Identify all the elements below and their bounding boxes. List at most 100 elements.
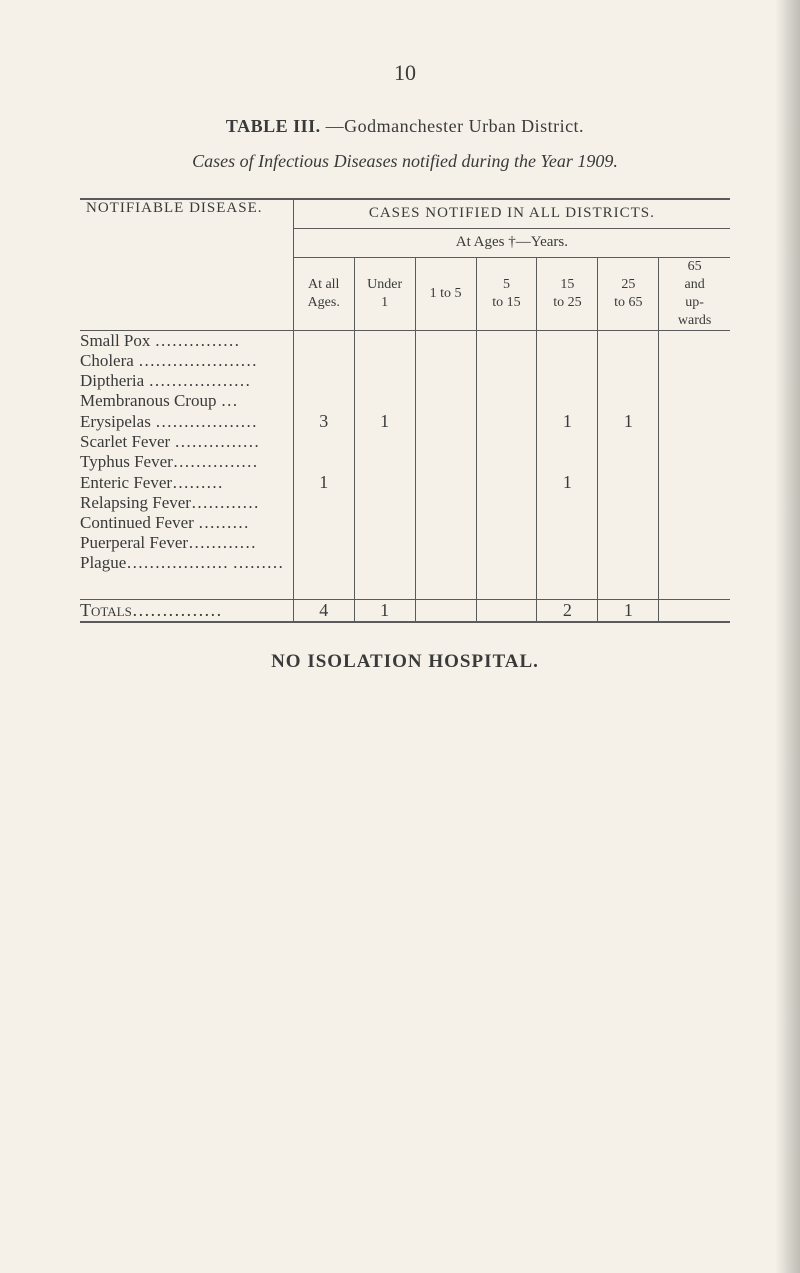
totals-cell: 1 [598, 600, 659, 623]
col-head-65-up: 65andup-wards [659, 257, 730, 331]
table-row: Plague……………… ……… [80, 553, 730, 600]
cell [537, 553, 598, 600]
cell [659, 452, 730, 472]
totals-cell: 4 [293, 600, 354, 623]
cell [415, 432, 476, 452]
cell [598, 452, 659, 472]
cell [415, 331, 476, 352]
cell [293, 371, 354, 391]
col-head-15-25: 15to 25 [537, 257, 598, 331]
cell [537, 493, 598, 513]
table-row: Typhus Fever…………… [80, 452, 730, 472]
cell [598, 371, 659, 391]
cell [659, 371, 730, 391]
table-row: Continued Fever ……… [80, 513, 730, 533]
cell [415, 351, 476, 371]
disease-name: Cholera ………………… [80, 351, 293, 371]
cell [537, 452, 598, 472]
table-row: Small Pox …………… [80, 331, 730, 352]
cell [293, 391, 354, 411]
cell: 1 [537, 411, 598, 432]
main-table: NOTIFIABLE DISEASE. CASES NOTIFIED IN AL… [80, 198, 730, 623]
cell: 1 [598, 411, 659, 432]
table-row: Erysipelas ……………… 3 1 1 1 [80, 411, 730, 432]
cell [293, 513, 354, 533]
cell [476, 432, 537, 452]
cell [598, 533, 659, 553]
totals-cell: 2 [537, 600, 598, 623]
cell [354, 351, 415, 371]
disease-name: Enteric Fever……… [80, 472, 293, 493]
disease-name: Continued Fever ……… [80, 513, 293, 533]
disease-name: Membranous Croup … [80, 391, 293, 411]
cell [476, 391, 537, 411]
cell [476, 553, 537, 600]
totals-row: Totals…………… 4 1 2 1 [80, 600, 730, 623]
cell [659, 533, 730, 553]
cell [537, 533, 598, 553]
cell [659, 513, 730, 533]
cell [476, 533, 537, 553]
cell [476, 452, 537, 472]
cell: 1 [293, 472, 354, 493]
cell [415, 553, 476, 600]
cell [537, 432, 598, 452]
cell [598, 391, 659, 411]
cell [354, 513, 415, 533]
disease-name: Puerperal Fever………… [80, 533, 293, 553]
cell [598, 331, 659, 352]
cell [415, 533, 476, 553]
cell [537, 371, 598, 391]
table-title-prefix: TABLE III. [226, 116, 321, 136]
cell [415, 493, 476, 513]
col-head-1-5: 1 to 5 [415, 257, 476, 331]
disease-name: Typhus Fever…………… [80, 452, 293, 472]
cell [659, 432, 730, 452]
col-head-5-15: 5to 15 [476, 257, 537, 331]
cell [476, 351, 537, 371]
cell [415, 513, 476, 533]
cell [537, 513, 598, 533]
col-head-25-65: 25to 65 [598, 257, 659, 331]
cell [354, 391, 415, 411]
totals-cell: 1 [354, 600, 415, 623]
table-row: Puerperal Fever………… [80, 533, 730, 553]
page-number: 10 [80, 60, 730, 86]
table-row: Enteric Fever……… 1 1 [80, 472, 730, 493]
footer-text: NO ISOLATION HOSPITAL. [80, 651, 730, 673]
cell [415, 371, 476, 391]
cell: 1 [354, 411, 415, 432]
cell [293, 331, 354, 352]
cell [415, 472, 476, 493]
disease-name: Small Pox …………… [80, 331, 293, 352]
cell [293, 553, 354, 600]
cell [354, 472, 415, 493]
cell [354, 533, 415, 553]
cell [659, 472, 730, 493]
totals-cell [659, 600, 730, 623]
cases-notified-header: CASES NOTIFIED IN ALL DISTRICTS. [293, 199, 730, 228]
table-row: Relapsing Fever………… [80, 493, 730, 513]
cell [354, 371, 415, 391]
disease-name: Scarlet Fever …………… [80, 432, 293, 452]
cell [598, 493, 659, 513]
cell: 1 [537, 472, 598, 493]
cell [476, 472, 537, 493]
cell [293, 493, 354, 513]
cell [659, 493, 730, 513]
header-row-cases: NOTIFIABLE DISEASE. CASES NOTIFIED IN AL… [80, 199, 730, 228]
table-row: Diptheria ……………… [80, 371, 730, 391]
totals-label: Totals…………… [80, 600, 293, 623]
notifiable-disease-label: NOTIFIABLE DISEASE. [80, 200, 293, 217]
cell [293, 432, 354, 452]
cell [354, 493, 415, 513]
header-row-columns: At allAges. Under1 1 to 5 5to 15 15to 25… [80, 257, 730, 331]
disease-name: Erysipelas ……………… [80, 411, 293, 432]
table-row: Scarlet Fever …………… [80, 432, 730, 452]
cell [537, 391, 598, 411]
cell [476, 493, 537, 513]
cell [659, 331, 730, 352]
totals-cell [476, 600, 537, 623]
col-head-all-ages: At allAges. [293, 257, 354, 331]
table-title-rest: —Godmanchester Urban District. [326, 116, 584, 136]
